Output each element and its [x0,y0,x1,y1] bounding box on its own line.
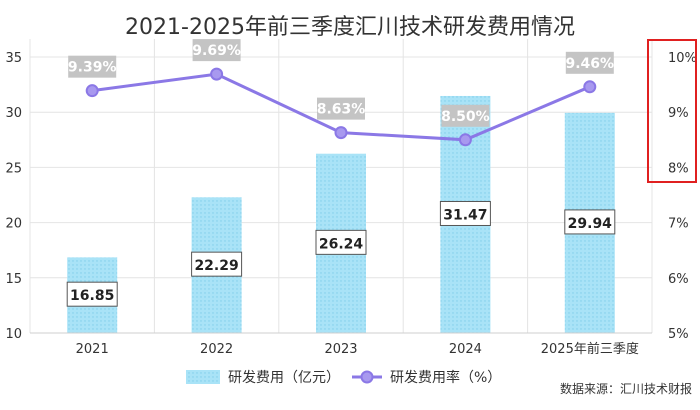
bar-data-label: 29.94 [568,216,613,232]
rate-data-label: 8.63% [317,102,366,118]
rate-data-label: 8.50% [441,109,490,125]
rate-data-label: 9.39% [68,60,117,76]
bar-label-box [191,251,243,277]
legend-swatch-bar [186,370,220,384]
legend-label-bar: 研发费用（亿元） [228,370,340,386]
y-right-tick-label: 6% [668,272,689,287]
y-left-tick-label: 25 [5,161,22,176]
bar-label-box [439,200,491,226]
y-right-tick-label: 5% [668,327,689,342]
x-tick-label: 2024 [449,342,482,357]
highlight-box [647,39,697,183]
x-tick-label: 2023 [324,342,357,357]
rate-marker [334,126,348,140]
legend-label-line: 研发费用率（%） [390,369,501,386]
y-right-tick-label: 10% [668,51,697,66]
rate-label-box [565,51,614,74]
bar-label-box [564,209,616,235]
rate-marker [458,133,472,147]
y-left-tick-label: 10 [5,327,22,342]
source-note: 数据来源：汇川技术财报 [560,381,692,396]
x-tick-label: 2021 [76,342,109,357]
bar-label-box [315,229,367,255]
rate-data-label: 9.46% [566,56,615,72]
x-tick-label: 2025年前三季度 [541,341,639,357]
bar-label-box [66,281,118,307]
y-right-tick-label: 8% [668,161,689,176]
bar-data-label: 22.29 [194,258,238,274]
y-left-tick-label: 30 [5,106,22,121]
bar-data-label: 16.85 [70,288,114,304]
x-tick-label: 2022 [200,342,233,357]
y-right-tick-label: 7% [668,217,689,232]
y-left-tick-label: 35 [5,51,22,66]
rate-marker [583,80,597,94]
y-left-tick-label: 15 [5,272,22,287]
rate-marker [210,67,224,81]
chart-title: 2021-2025年前三季度汇川技术研发费用情况 [125,15,575,40]
rate-data-label: 9.69% [192,43,241,59]
legend-swatch-marker [360,370,374,384]
rate-label-box [68,55,117,78]
rate-label-box [441,104,490,127]
rate-marker [85,84,99,98]
rate-label-box [192,39,241,62]
rate-label-box [317,97,365,120]
y-left-tick-label: 20 [5,217,22,232]
bar-data-label: 26.24 [319,236,364,252]
y-right-tick-label: 9% [668,106,689,121]
bar-data-label: 31.47 [443,207,487,223]
